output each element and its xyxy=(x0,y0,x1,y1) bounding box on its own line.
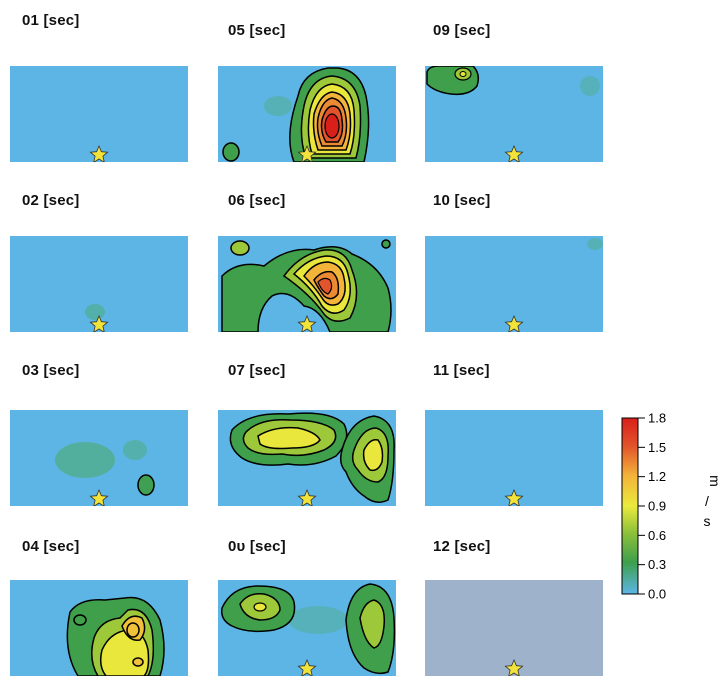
contour-region xyxy=(133,658,143,666)
colorbar-tick-label: 0.9 xyxy=(648,499,666,514)
contour-region xyxy=(138,475,154,495)
panel-label-10: 10 [sec] xyxy=(433,192,490,209)
colorbar-ticks: 1.8 1.5 1.2 0.9 0.6 0.3 0.0 xyxy=(638,411,666,602)
panel-label-08: 0υ [sec] xyxy=(228,538,286,555)
contour-region xyxy=(254,603,266,611)
low-velocity-blob xyxy=(580,76,600,96)
low-velocity-blob xyxy=(85,304,105,320)
contour-region xyxy=(325,114,339,138)
contour-region xyxy=(74,615,86,625)
heatmap-panel-03 xyxy=(10,410,188,506)
contour-region xyxy=(382,240,390,248)
heatmap-panel-05 xyxy=(218,66,396,162)
colorbar-tick-label: 1.8 xyxy=(648,411,666,426)
colorbar-unit-label-part: m xyxy=(707,475,721,487)
panel-label-03: 03 [sec] xyxy=(22,362,79,379)
panel-label-02: 02 [sec] xyxy=(22,192,79,209)
heatmap-panel-08 xyxy=(218,580,396,676)
heatmap-panel-10 xyxy=(425,236,603,332)
colorbar-tick-label: 1.2 xyxy=(648,469,666,484)
colorbar: 1.8 1.5 1.2 0.9 0.6 0.3 0.0 m / s xyxy=(612,410,721,610)
contour-region xyxy=(223,143,239,161)
low-velocity-blob xyxy=(123,440,147,460)
colorbar-gradient xyxy=(622,418,638,594)
colorbar-tick-label: 0.0 xyxy=(648,587,666,602)
colorbar-unit-label-part: s xyxy=(704,513,711,529)
low-velocity-blob xyxy=(587,238,603,250)
heatmap-panel-04 xyxy=(10,580,188,676)
contour-region xyxy=(231,241,249,255)
panel-label-07: 07 [sec] xyxy=(228,362,285,379)
heatmap-panel-07 xyxy=(218,410,396,506)
heatmap-panel-01 xyxy=(10,66,188,162)
panel-label-04: 04 [sec] xyxy=(22,538,79,555)
heatmap-panel-09 xyxy=(425,66,603,162)
contour-region xyxy=(127,623,139,637)
heatmap-panel-11 xyxy=(425,410,603,506)
heatmap-panel-06 xyxy=(218,236,396,332)
low-velocity-blob xyxy=(288,606,348,634)
contour-region xyxy=(460,72,466,77)
panel-label-11: 11 [sec] xyxy=(433,362,490,379)
colorbar-tick-label: 1.5 xyxy=(648,440,666,455)
contour-region xyxy=(427,66,478,94)
panel-label-09: 09 [sec] xyxy=(433,22,490,39)
colorbar-tick-label: 0.6 xyxy=(648,528,666,543)
colorbar-tick-label: 0.3 xyxy=(648,557,666,572)
low-velocity-blob xyxy=(55,442,115,478)
panel-label-06: 06 [sec] xyxy=(228,192,285,209)
colorbar-unit-label-part: / xyxy=(705,493,709,509)
panel-label-05: 05 [sec] xyxy=(228,22,285,39)
low-velocity-blob xyxy=(264,96,292,116)
heatmap-panel-02 xyxy=(10,236,188,332)
panel-label-01: 01 [sec] xyxy=(22,12,79,29)
panel-label-12: 12 [sec] xyxy=(433,538,490,555)
heatmap-panel-12 xyxy=(425,580,603,676)
